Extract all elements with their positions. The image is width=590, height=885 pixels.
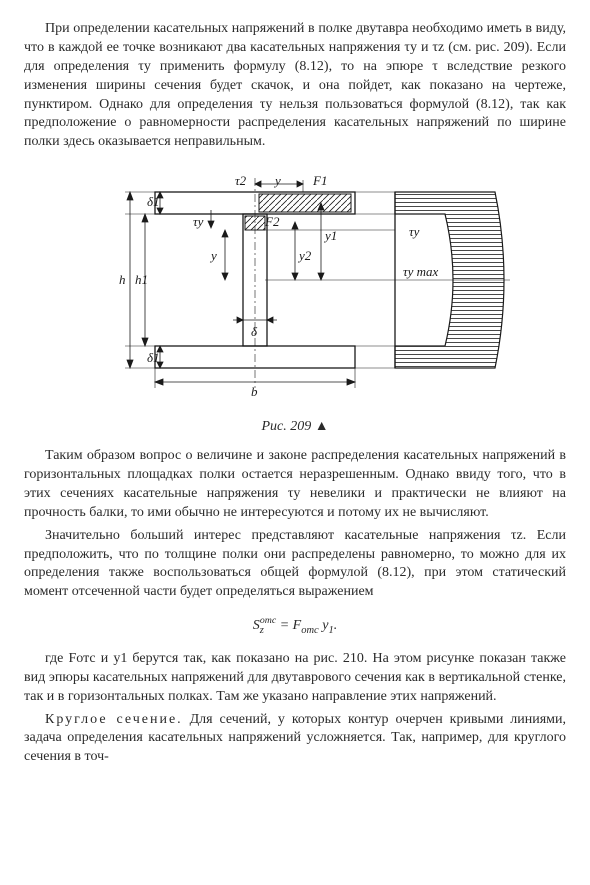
fig-label-d1-top: δ1 — [147, 194, 160, 209]
para5-heading: Круглое сечение. — [45, 712, 183, 727]
fig-label-y2: y2 — [297, 248, 312, 263]
fig-label-b: b — [251, 384, 258, 399]
caption-text: Рис. 209 — [261, 419, 311, 434]
fig-label-y-inner: y — [209, 248, 217, 263]
fig-label-tau-y-max: τy max — [403, 264, 439, 279]
equation: Szотс = Fотс y1. — [24, 614, 566, 638]
caption-triangle-icon: ▲ — [315, 419, 329, 434]
paragraph-1: При определении касательных напряжений в… — [24, 20, 566, 152]
fig-label-d1-bot: δ1 — [147, 350, 160, 365]
paragraph-3: Значительно больший интерес представляют… — [24, 527, 566, 603]
equation-text: Szотс = Fотс y1. — [253, 618, 337, 633]
figure-caption: Рис. 209 ▲ — [24, 418, 566, 437]
fig-label-h: h — [119, 272, 126, 287]
paragraph-5: Круглое сечение. Для сечений, у которых … — [24, 711, 566, 768]
paragraph-4: где Fотс и y1 берутся так, как показано … — [24, 650, 566, 707]
fig-label-h1: h1 — [135, 272, 148, 287]
fig-label-delta: δ — [251, 324, 258, 339]
fig-label-tau-y: τy — [193, 214, 204, 229]
figure-209-svg: τ2 y F1 τy F2 y1 y2 y τy τy max δ b h h1… — [65, 170, 525, 410]
figure-209: τ2 y F1 τy F2 y1 y2 y τy τy max δ b h h1… — [24, 170, 566, 437]
fig-label-tau2: τ2 — [235, 173, 247, 188]
paragraph-2: Таким образом вопрос о величине и законе… — [24, 447, 566, 523]
fig-label-y1: y1 — [323, 228, 337, 243]
fig-label-tau-y-side: τy — [409, 224, 420, 239]
fig-label-f2: F2 — [264, 214, 280, 229]
fig-label-f1: F1 — [312, 173, 327, 188]
fig-label-y-top: y — [273, 173, 281, 188]
